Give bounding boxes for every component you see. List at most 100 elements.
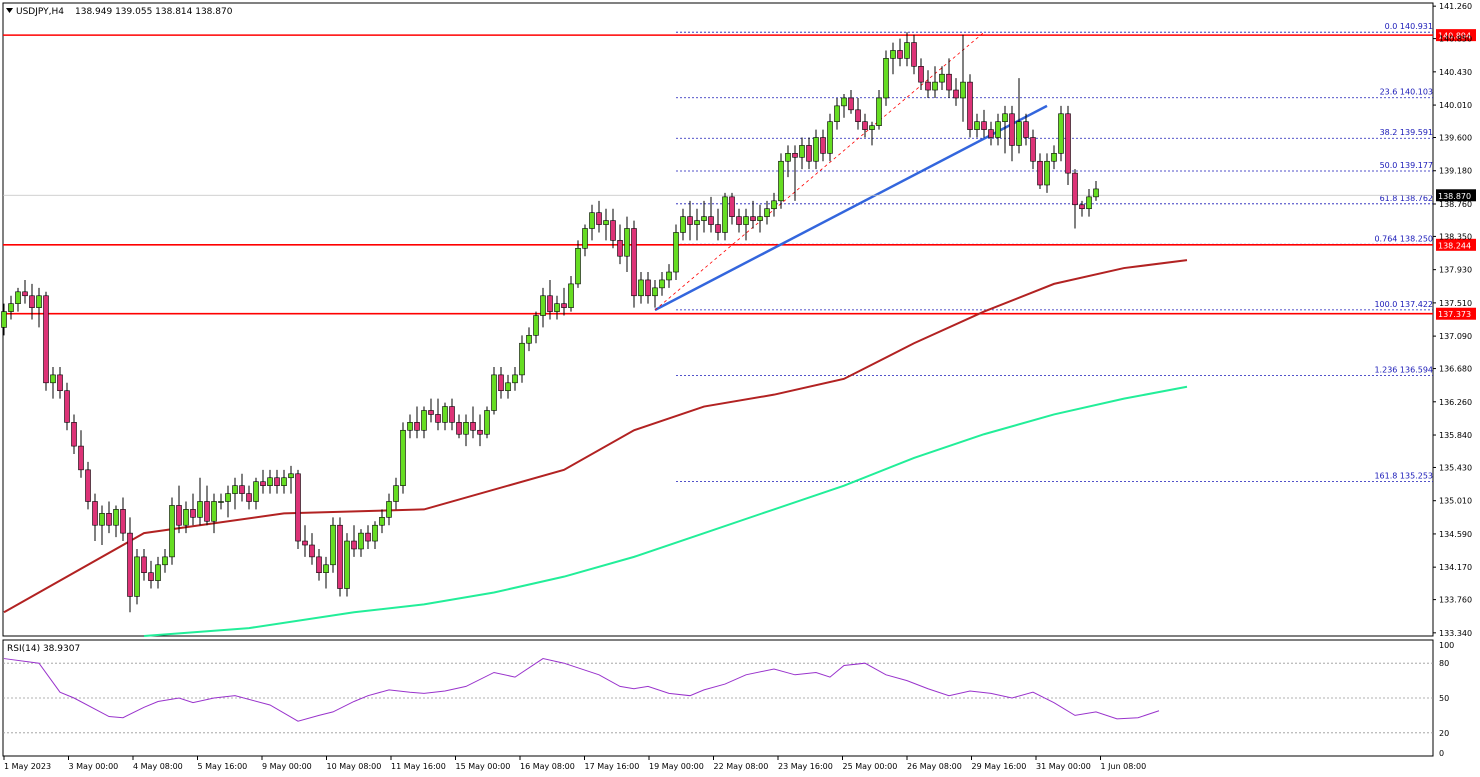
bull-candle xyxy=(155,564,161,581)
horizontal-levels: 140.894 138.244 137.373 xyxy=(3,29,1476,320)
time-tick-label: 4 May 08:00 xyxy=(133,762,183,771)
bear-candle xyxy=(1072,172,1078,206)
bull-candle xyxy=(813,137,819,162)
bull-candle xyxy=(505,382,511,392)
bear-candle xyxy=(498,374,504,392)
bull-candle xyxy=(757,216,763,221)
trend-line-group xyxy=(3,31,1433,312)
bear-candle xyxy=(1023,121,1029,138)
bull-candle xyxy=(554,303,560,312)
bull-candle xyxy=(386,501,392,518)
bull-candle xyxy=(638,279,644,297)
bull-candle xyxy=(1086,196,1092,210)
price-tick-label: 137.090 xyxy=(1439,332,1472,341)
price-tick-label: 136.260 xyxy=(1439,398,1472,407)
fib-label: 1.236 136.594 xyxy=(1374,365,1433,374)
price-level-tag xyxy=(1436,29,1476,42)
dropdown-arrow-icon[interactable] xyxy=(6,8,13,13)
bull-candle xyxy=(232,485,238,494)
price-tick-label: 134.590 xyxy=(1439,530,1472,539)
bull-candle xyxy=(652,287,658,297)
bull-candle xyxy=(603,220,609,225)
time-tick-label: 16 May 08:00 xyxy=(520,762,575,771)
bull-candle xyxy=(960,81,966,99)
bull-candle xyxy=(694,220,700,225)
bear-candle xyxy=(848,97,854,111)
price-tick-label: 140.430 xyxy=(1439,68,1472,77)
fib-label: 38.2 139.591 xyxy=(1380,128,1433,137)
current-price-tag xyxy=(1436,189,1476,202)
bull-candle xyxy=(995,121,1001,138)
bear-candle xyxy=(302,540,308,546)
bull-candle xyxy=(1093,188,1099,198)
bear-candle xyxy=(309,544,315,558)
bear-candle xyxy=(337,524,343,589)
bull-candle xyxy=(407,422,413,431)
bull-candle xyxy=(393,485,399,502)
price-level-label: 140.894 xyxy=(1438,32,1471,41)
time-tick-label: 29 May 16:00 xyxy=(972,762,1027,771)
bear-candle xyxy=(946,73,952,91)
bear-candle xyxy=(1037,160,1043,186)
bear-candle xyxy=(71,422,77,447)
time-tick-label: 1 May 2023 xyxy=(4,762,51,771)
rsi-tick-label: 80 xyxy=(1439,659,1449,668)
bull-candle xyxy=(582,228,588,249)
rsi-tick-label: 50 xyxy=(1439,694,1449,703)
bull-candle xyxy=(673,232,679,273)
bear-candle xyxy=(449,406,455,423)
bull-candle xyxy=(134,556,140,597)
time-tick-label: 19 May 00:00 xyxy=(649,762,704,771)
rsi-panel: 100 80 50 20 0 xyxy=(3,641,1454,758)
bear-candle xyxy=(239,485,245,494)
bear-candle xyxy=(617,240,623,257)
bull-candle xyxy=(568,283,574,308)
bear-candle xyxy=(43,295,49,384)
bull-candle xyxy=(169,505,175,558)
time-tick-label: 25 May 00:00 xyxy=(843,762,898,771)
price-tick-label: 137.510 xyxy=(1439,299,1472,308)
bull-candle xyxy=(743,216,749,225)
fib-label: 0.764 138.250 xyxy=(1374,234,1433,243)
bear-candle xyxy=(85,469,91,502)
bull-candle xyxy=(512,374,518,384)
bear-candle xyxy=(953,89,959,99)
bear-candle xyxy=(911,42,917,67)
time-tick-label: 31 May 00:00 xyxy=(1036,762,1091,771)
price-tick-label: 133.340 xyxy=(1439,629,1472,638)
price-level-tag xyxy=(1436,307,1476,320)
bear-candle xyxy=(274,477,280,486)
fib-label: 23.6 140.103 xyxy=(1380,88,1433,97)
bear-candle xyxy=(862,121,868,130)
time-tick-label: 3 May 00:00 xyxy=(69,762,119,771)
bull-candle xyxy=(526,335,532,344)
time-axis: 1 May 2023 3 May 00:00 4 May 08:00 5 May 16… xyxy=(3,756,1146,771)
bear-candle xyxy=(351,540,357,550)
bear-candle xyxy=(715,224,721,233)
bull-candle xyxy=(323,564,329,573)
bear-candle xyxy=(988,129,994,138)
bear-candle xyxy=(78,445,84,471)
bull-candle xyxy=(904,42,910,59)
bull-candle xyxy=(99,513,105,526)
time-tick-label: 5 May 16:00 xyxy=(198,762,248,771)
bear-candle xyxy=(316,556,322,573)
bull-candle xyxy=(575,247,581,285)
price-axis: 141.260 140.850 140.430 140.010 139.600 139.1… xyxy=(1433,2,1476,638)
bear-candle xyxy=(1065,113,1071,174)
fib-label: 61.8 138.762 xyxy=(1380,194,1433,203)
bull-candle xyxy=(1051,153,1057,162)
bull-candle xyxy=(827,121,833,154)
bear-candle xyxy=(820,137,826,154)
bull-candle xyxy=(680,216,686,233)
bull-candle xyxy=(484,410,490,435)
ohlc-readout: 138.949 139.055 138.814 138.870 xyxy=(75,7,233,17)
bull-candle xyxy=(162,556,168,566)
bull-candle xyxy=(463,422,469,435)
current-price-label: 138.870 xyxy=(1438,192,1471,201)
bear-candle xyxy=(456,422,462,435)
bear-candle xyxy=(365,532,371,542)
bear-candle xyxy=(295,473,301,542)
price-level-label: 137.373 xyxy=(1438,310,1471,319)
bear-candle xyxy=(246,493,252,502)
